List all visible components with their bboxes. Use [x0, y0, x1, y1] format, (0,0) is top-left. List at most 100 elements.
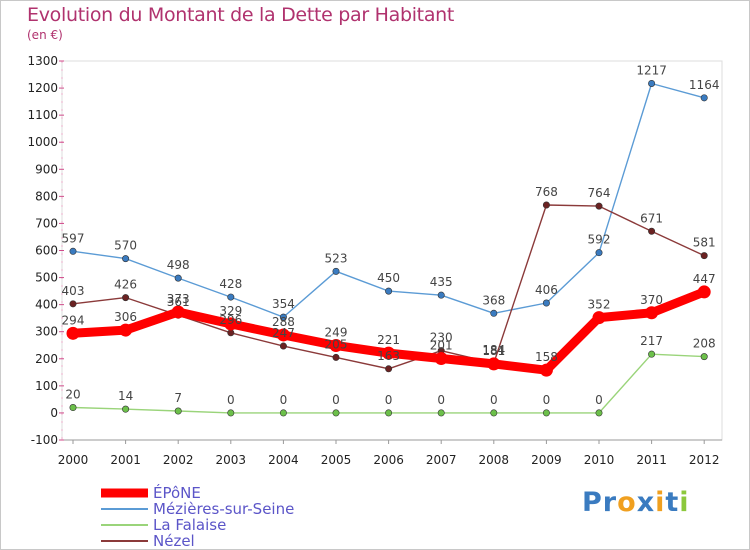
x-tick-label: 2005: [321, 453, 352, 467]
data-point: [697, 285, 711, 299]
data-label: 361: [167, 295, 190, 309]
data-label: 208: [693, 337, 716, 351]
data-point: [279, 342, 287, 350]
data-label: 20: [65, 388, 80, 402]
data-point: [332, 267, 340, 275]
series-0: [69, 79, 708, 321]
data-point: [276, 328, 290, 342]
data-label: 0: [595, 393, 603, 407]
data-label: 370: [640, 293, 663, 307]
data-label: 201: [430, 339, 453, 353]
data-point: [174, 274, 182, 282]
y-tick-label: 1300: [27, 54, 58, 68]
data-point: [648, 227, 656, 235]
data-point: [122, 405, 130, 413]
data-label: 373: [167, 292, 190, 306]
legend-label: La Falaise: [153, 516, 226, 534]
data-label: 7: [174, 391, 182, 405]
data-label: 217: [640, 334, 663, 348]
data-point: [227, 293, 235, 301]
legend-label: Mézières-sur-Seine: [153, 500, 294, 518]
data-point: [487, 357, 501, 371]
data-label: 205: [325, 337, 348, 351]
x-tick-label: 2004: [268, 453, 299, 467]
data-label: 294: [62, 313, 85, 327]
data-labels: 597 570 498 428 354 523 450 435 368 406 592 1217 116…: [62, 63, 720, 406]
data-point: [69, 404, 77, 412]
data-label: 288: [272, 315, 295, 329]
plot-border: [61, 60, 723, 441]
x-tick-label: 2006: [373, 453, 404, 467]
x-tick-label: 2000: [58, 453, 89, 467]
x-tick-label: 2001: [110, 453, 141, 467]
data-point: [434, 352, 448, 366]
data-point: [122, 255, 130, 263]
data-point: [645, 306, 659, 320]
data-point: [69, 300, 77, 308]
series-2: [69, 350, 708, 417]
data-label: 671: [640, 211, 663, 225]
logo-letter: t: [665, 487, 680, 518]
data-label: 0: [543, 393, 551, 407]
data-point: [700, 353, 708, 361]
y-tick-label: 900: [35, 162, 58, 176]
data-point: [437, 409, 445, 417]
data-label: 306: [114, 310, 137, 324]
data-label: 570: [114, 239, 137, 253]
logo-letter: o: [617, 487, 637, 518]
data-label: 184: [482, 343, 505, 357]
data-label: 329: [219, 304, 242, 318]
data-point: [385, 365, 393, 373]
data-label: 249: [325, 326, 348, 340]
data-label: 764: [588, 186, 611, 200]
data-point: [648, 350, 656, 358]
data-label: 581: [693, 236, 716, 250]
data-label: 435: [430, 275, 453, 289]
logo-letter: r: [602, 487, 618, 518]
data-point: [332, 409, 340, 417]
data-label: 0: [227, 393, 235, 407]
data-point: [490, 409, 498, 417]
data-label: 428: [219, 277, 242, 291]
data-label: 597: [62, 231, 85, 245]
data-point: [539, 363, 553, 377]
y-tick-label: 600: [35, 244, 58, 258]
y-tick-label: 400: [35, 298, 58, 312]
data-point: [595, 409, 603, 417]
data-point: [385, 287, 393, 295]
data-point: [119, 323, 133, 337]
chart-subtitle: (en €): [27, 28, 63, 42]
legend-label: Nézel: [153, 532, 195, 550]
logo-letter: x: [636, 487, 656, 518]
logo-letter: i: [655, 487, 666, 518]
x-tick-label: 2011: [636, 453, 667, 467]
x-tick-label: 2007: [426, 453, 457, 467]
data-label: 296: [219, 313, 242, 327]
data-label: 181: [482, 344, 505, 358]
data-point: [69, 247, 77, 255]
x-tick-label: 2012: [689, 453, 720, 467]
data-point: [542, 201, 550, 209]
logo-letter: i: [679, 487, 690, 518]
data-label: 368: [482, 293, 505, 307]
data-label: 0: [490, 393, 498, 407]
y-tick-label: 500: [35, 271, 58, 285]
data-label: 352: [588, 298, 611, 312]
data-label: 1217: [636, 63, 667, 77]
data-point: [329, 339, 343, 353]
proxiti-logo: Proxiti: [582, 487, 690, 518]
logo-letter: P: [582, 487, 603, 518]
data-point: [592, 311, 606, 325]
data-point: [542, 299, 550, 307]
y-tick-label: 1000: [27, 135, 58, 149]
data-point: [227, 409, 235, 417]
data-point: [595, 202, 603, 210]
y-tick-label: 1200: [27, 81, 58, 95]
data-point: [490, 309, 498, 317]
data-point: [171, 305, 185, 319]
y-tick-label: -100: [31, 433, 58, 447]
y-tick-label: 1100: [27, 108, 58, 122]
data-label: 592: [588, 233, 611, 247]
